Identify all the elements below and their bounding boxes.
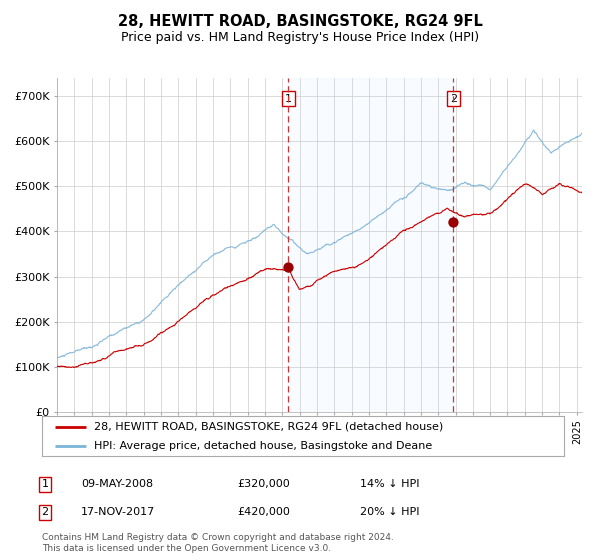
Text: 28, HEWITT ROAD, BASINGSTOKE, RG24 9FL: 28, HEWITT ROAD, BASINGSTOKE, RG24 9FL xyxy=(118,14,482,29)
Text: HPI: Average price, detached house, Basingstoke and Deane: HPI: Average price, detached house, Basi… xyxy=(94,441,433,451)
Text: 2: 2 xyxy=(41,507,49,517)
Text: Contains HM Land Registry data © Crown copyright and database right 2024.
This d: Contains HM Land Registry data © Crown c… xyxy=(42,533,394,553)
Text: 09-MAY-2008: 09-MAY-2008 xyxy=(81,479,153,489)
Text: £320,000: £320,000 xyxy=(237,479,290,489)
Text: £420,000: £420,000 xyxy=(237,507,290,517)
Text: 1: 1 xyxy=(41,479,49,489)
Text: Price paid vs. HM Land Registry's House Price Index (HPI): Price paid vs. HM Land Registry's House … xyxy=(121,31,479,44)
Text: 28, HEWITT ROAD, BASINGSTOKE, RG24 9FL (detached house): 28, HEWITT ROAD, BASINGSTOKE, RG24 9FL (… xyxy=(94,422,443,432)
Text: 1: 1 xyxy=(285,94,292,104)
Text: 14% ↓ HPI: 14% ↓ HPI xyxy=(360,479,419,489)
Text: 2: 2 xyxy=(450,94,457,104)
Point xyxy=(449,218,458,227)
Bar xyxy=(289,78,454,412)
Text: 20% ↓ HPI: 20% ↓ HPI xyxy=(360,507,419,517)
Text: 17-NOV-2017: 17-NOV-2017 xyxy=(81,507,155,517)
Point xyxy=(284,263,293,272)
